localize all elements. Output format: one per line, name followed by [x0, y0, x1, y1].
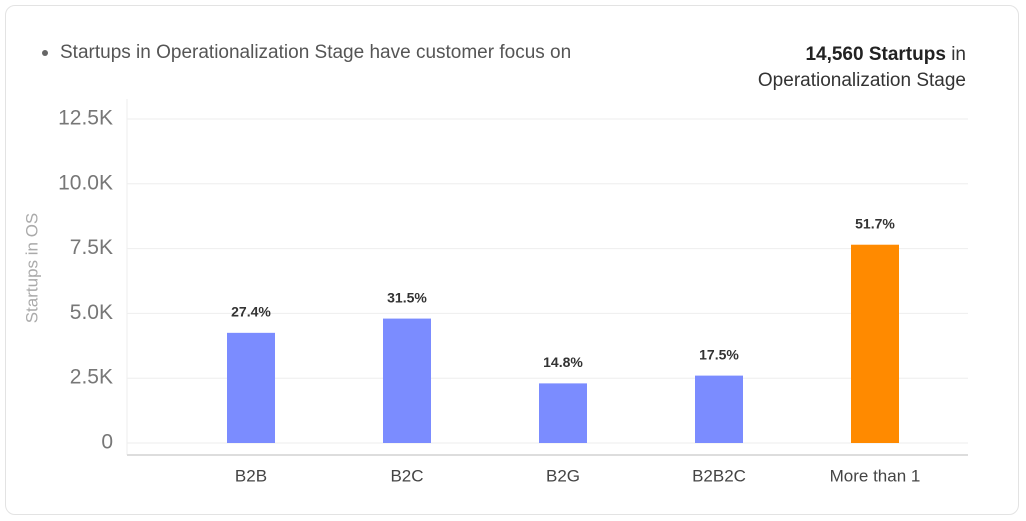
- y-tick-label: 10.0K: [58, 171, 113, 194]
- data-label: 14.8%: [543, 354, 583, 370]
- y-tick-label: 7.5K: [70, 236, 113, 259]
- x-tick-label: B2C: [390, 466, 423, 485]
- bar: [539, 383, 587, 443]
- x-tick-label: B2G: [546, 466, 580, 485]
- bar: [227, 332, 275, 443]
- x-tick-label: B2B: [235, 466, 267, 485]
- data-label: 51.7%: [855, 215, 895, 231]
- summary-count: 14,560 Startups: [805, 44, 946, 65]
- bar: [695, 375, 743, 443]
- y-axis-label: Startups in OS: [22, 213, 41, 324]
- data-label: 31.5%: [387, 289, 427, 305]
- y-tick-label: 12.5K: [58, 107, 113, 130]
- card: [5, 5, 1019, 515]
- x-tick-label: More than 1: [830, 466, 921, 485]
- chart-title: Startups in Operationalization Stage hav…: [60, 42, 572, 63]
- y-tick-label: 2.5K: [70, 366, 113, 389]
- subtitle: Startups in Operationalization Stage hav…: [42, 42, 571, 64]
- bullet: [42, 50, 48, 56]
- y-tick-label: 5.0K: [70, 301, 113, 324]
- data-label: 27.4%: [231, 304, 271, 320]
- summary-rest: in Operationalization Stage: [757, 44, 966, 91]
- bar: [383, 318, 431, 443]
- y-tick-label: 0: [101, 431, 113, 454]
- data-label: 17.5%: [699, 346, 739, 362]
- summary: 14,560 Startups in Operationalization St…: [706, 42, 966, 94]
- x-tick-label: B2B2C: [692, 466, 746, 485]
- bar: [851, 244, 899, 443]
